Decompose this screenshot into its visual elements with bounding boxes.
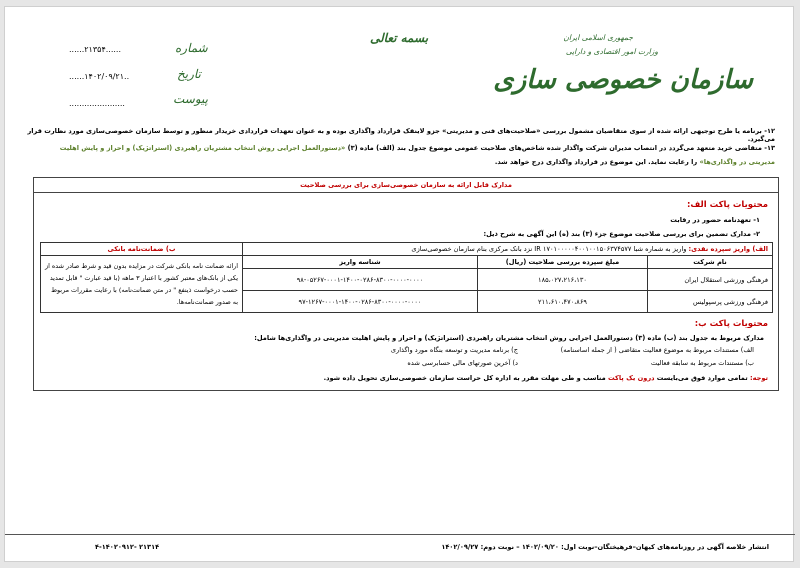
pack-a-title: محتویات پاکت الف: [687, 200, 768, 210]
attach-label: پیوست [173, 92, 208, 106]
p13-text: ۱۳- متقاضی خرید متعهد می‌گردد در انتصاب … [345, 144, 775, 152]
pack-b-intro: مدارک مربوط به جدول بند (ب) ماده (۳) دست… [254, 334, 764, 342]
table-row: فرهنگی ورزشی استقلال ایران ۱۸۵،۰۲۷،۲۱۶،۱… [41, 268, 773, 291]
cash-deposit-header: الف) واریز سپرده نقدی: واریز به شماره شب… [242, 242, 773, 256]
pack-b-item-c: ج) برنامه مدیریت و توسعه بنگاه مورد واگذ… [390, 346, 518, 354]
pack-a-item-1: ۱- تعهدنامه حضور در رقابت [670, 216, 760, 224]
footer-divider [5, 534, 795, 535]
company-name: فرهنگی ورزشی پرسپولیس [647, 290, 773, 313]
org-logo: سازمان خصوصی سازی [493, 65, 753, 95]
col-amount: مبلغ سپرده بررسی صلاحیت (ریال) [477, 255, 648, 269]
number-label: شماره [175, 41, 208, 55]
note-text: تمامی موارد فوق می‌بایست [654, 374, 750, 382]
company-name: فرهنگی ورزشی استقلال ایران [647, 268, 773, 291]
document-page: بسمه تعالی جمهوری اسلامی ایران وزارت امو… [4, 6, 795, 562]
table-row: فرهنگی ورزشی پرسپولیس ۲۱۱،۶۱۰،۴۷۰،۸۶۹ ۹۷… [41, 290, 773, 313]
paragraph-13: ۱۳- متقاضی خرید متعهد می‌گردد در انتصاب … [35, 141, 775, 169]
pack-b-item-b: ب) مستندات مربوط به سابقه فعالیت [650, 359, 754, 367]
note-label: توجه: [750, 374, 768, 382]
p13-text-end: را رعایت نماید. این موضوع در قرارداد واگ… [494, 158, 700, 166]
gov-line2: وزارت امور اقتصادی و دارایی [565, 47, 658, 56]
deposit-amount: ۲۱۱،۶۱۰،۴۷۰،۸۶۹ [477, 290, 648, 313]
note-text-end: مناسب و طی مهلت مقرر به اداره کل حراست س… [323, 374, 609, 382]
pack-b-item-a: الف) مستندات مربوط به موضوع فعالیت متقاض… [560, 346, 754, 354]
pack-b-title: محتویات پاکت ب: [694, 319, 768, 329]
cash-text: واریز به شماره شبا IR ۱۷۰۱۰۰۰۰۰۴۰۰۱۰۰۱۵۰… [411, 245, 689, 253]
pack-b-item-d: د) آخرین صورتهای مالی حسابرسی شده [407, 359, 518, 367]
cash-label: الف) واریز سپرده نقدی: [688, 245, 769, 253]
pack-a-item-2: ۲- مدارک تضمین برای بررسی صلاحیت موضوع ج… [483, 230, 760, 238]
guarantee-title: ب) ضمانت‌نامه بانکی [40, 242, 243, 256]
col-payment-id: شناسه واریز [242, 255, 478, 269]
documents-box: مدارک قابل ارائه به سازمان خصوصی‌سازی بر… [33, 177, 779, 391]
deposit-amount: ۱۸۵،۰۲۷،۲۱۶،۱۳۰ [477, 268, 648, 291]
basmala: بسمه تعالی [370, 31, 429, 45]
footer-publish: انتشار خلاصه آگهی در روزنامه‌های کیهان–ف… [441, 543, 769, 551]
paragraph-12: ۱۲- برنامه یا طرح توجیهی ارائه شده از سو… [27, 127, 775, 143]
guarantee-text: ارائه ضمانت نامه بانکی شرکت در مزایده بد… [40, 255, 243, 313]
box-title: مدارک قابل ارائه به سازمان خصوصی‌سازی بر… [34, 178, 778, 193]
payment-id: ۹۷-۱۲۶۷-۰۰۰۱-۱۴۰۰-۰۲۸۶-۸۳۰۰-۰۰۰۰-۰۰۰۰ [242, 290, 478, 313]
number-value: ......۲۱۳۵۴...... [69, 45, 121, 54]
note-emphasis: درون یک پاکت [608, 374, 655, 382]
p13-directive: «دستورالعمل اجرایی روش انتخاب مشتریان را… [59, 144, 775, 166]
deposit-table: الف) واریز سپرده نقدی: واریز به شماره شب… [40, 242, 773, 313]
footer-code: ۴-۱۴۰۲۰۹۱۲- ۲۱۳۱۴ [95, 543, 160, 551]
col-company: نام شرکت [647, 255, 773, 269]
note: توجه: تمامی موارد فوق می‌بایست درون یک پ… [324, 374, 768, 382]
date-value: ......۱۴۰۲/۰۹/۲۱.. [69, 72, 130, 81]
gov-line1: جمهوری اسلامی ایران [563, 33, 633, 42]
date-label: تاریخ [177, 67, 201, 81]
attach-value: ...................... [69, 99, 125, 108]
payment-id: ۹۸-۰۵۲۶۷-۰۰۰۱-۱۴۰۰-۰۲۸۶-۸۳۰۰-۰۰۰۰-۰۰۰۰ [242, 268, 478, 291]
